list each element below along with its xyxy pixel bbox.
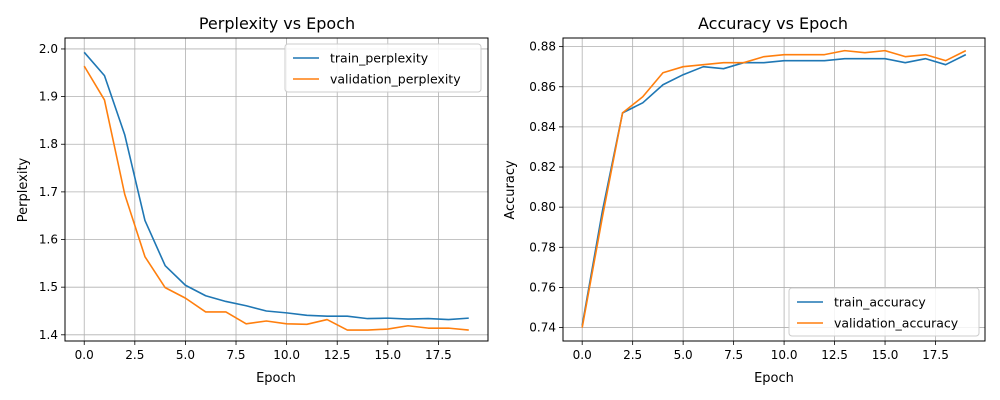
- y-tick-label: 0.76: [529, 280, 556, 294]
- legend-box: [284, 43, 482, 93]
- y-tick-label: 1.8: [39, 137, 58, 151]
- y-tick-label: 0.78: [529, 240, 556, 254]
- y-tick-label: 0.84: [529, 120, 556, 134]
- y-tick-label: 0.74: [529, 321, 556, 335]
- y-tick-label: 1.4: [39, 328, 58, 342]
- x-tick-label: 5.0: [176, 348, 195, 362]
- x-axis-ticks: 0.0 2.5 5.0 7.5 10.0 12.5 15.0 17.5: [75, 341, 452, 362]
- chart-title: Accuracy vs Epoch: [698, 14, 848, 33]
- series-line-train_accuracy: [581, 53, 967, 326]
- x-tick-label: 10.0: [273, 348, 300, 362]
- series-line-validation_perplexity: [83, 65, 469, 331]
- x-tick-label: 15.0: [872, 348, 899, 362]
- x-tick-label: 17.5: [922, 348, 949, 362]
- x-tick-label: 10.0: [771, 348, 798, 362]
- x-tick-label: 2.5: [623, 348, 642, 362]
- x-tick-label: 0.0: [75, 348, 94, 362]
- legend: train_accuracy validation_accuracy: [788, 287, 980, 337]
- x-tick-label: 0.0: [573, 348, 592, 362]
- x-tick-label: 12.5: [821, 348, 848, 362]
- series-line-train_perplexity: [83, 51, 469, 321]
- y-tick-label: 1.9: [39, 90, 58, 104]
- plot-frame: [64, 37, 489, 342]
- x-tick-label: 15.0: [374, 348, 401, 362]
- y-axis-label: Perplexity: [16, 157, 31, 222]
- x-axis-label: Epoch: [256, 371, 296, 386]
- x-tick-label: 2.5: [125, 348, 144, 362]
- y-tick-label: 0.82: [529, 160, 556, 174]
- legend: train_perplexity validation_perplexity: [284, 43, 482, 93]
- legend-label: validation_perplexity: [330, 72, 461, 87]
- y-tick-label: 1.6: [39, 233, 58, 247]
- y-tick-label: 1.5: [39, 280, 58, 294]
- data-lines: [581, 49, 967, 328]
- legend-box: [788, 287, 980, 337]
- series-line-validation_accuracy: [581, 49, 967, 328]
- y-axis-ticks: 1.4 1.5 1.6 1.7 1.8 1.9 2.0: [39, 42, 65, 342]
- legend-label: train_accuracy: [834, 295, 926, 310]
- y-tick-label: 2.0: [39, 42, 58, 56]
- y-tick-label: 0.86: [529, 80, 556, 94]
- grid: [563, 38, 985, 341]
- legend-label: validation_accuracy: [834, 316, 959, 331]
- x-tick-label: 17.5: [425, 348, 452, 362]
- y-axis-ticks: 0.74 0.76 0.78 0.80 0.82 0.84 0.86 0.88: [529, 40, 563, 335]
- y-axis-label: Accuracy: [503, 160, 518, 220]
- legend-label: train_perplexity: [330, 51, 429, 66]
- x-tick-label: 12.5: [324, 348, 351, 362]
- x-tick-label: 7.5: [226, 348, 245, 362]
- y-tick-label: 0.88: [529, 40, 556, 54]
- x-tick-label: 5.0: [674, 348, 693, 362]
- y-tick-label: 0.80: [529, 200, 556, 214]
- perplexity-chart: Perplexity vs Epoch 0.0 2.5 5.0 7.5 10.0 12.5…: [16, 14, 489, 386]
- x-axis-label: Epoch: [754, 371, 794, 386]
- plot-frame: [562, 37, 986, 342]
- x-tick-label: 7.5: [724, 348, 743, 362]
- chart-title: Perplexity vs Epoch: [199, 14, 355, 33]
- accuracy-chart: Accuracy vs Epoch 0.0 2.5 5.0 7.5 10.0 12.5 15…: [503, 14, 986, 386]
- data-lines: [83, 51, 469, 331]
- y-tick-label: 1.7: [39, 185, 58, 199]
- x-axis-ticks: 0.0 2.5 5.0 7.5 10.0 12.5 15.0 17.5: [573, 341, 949, 362]
